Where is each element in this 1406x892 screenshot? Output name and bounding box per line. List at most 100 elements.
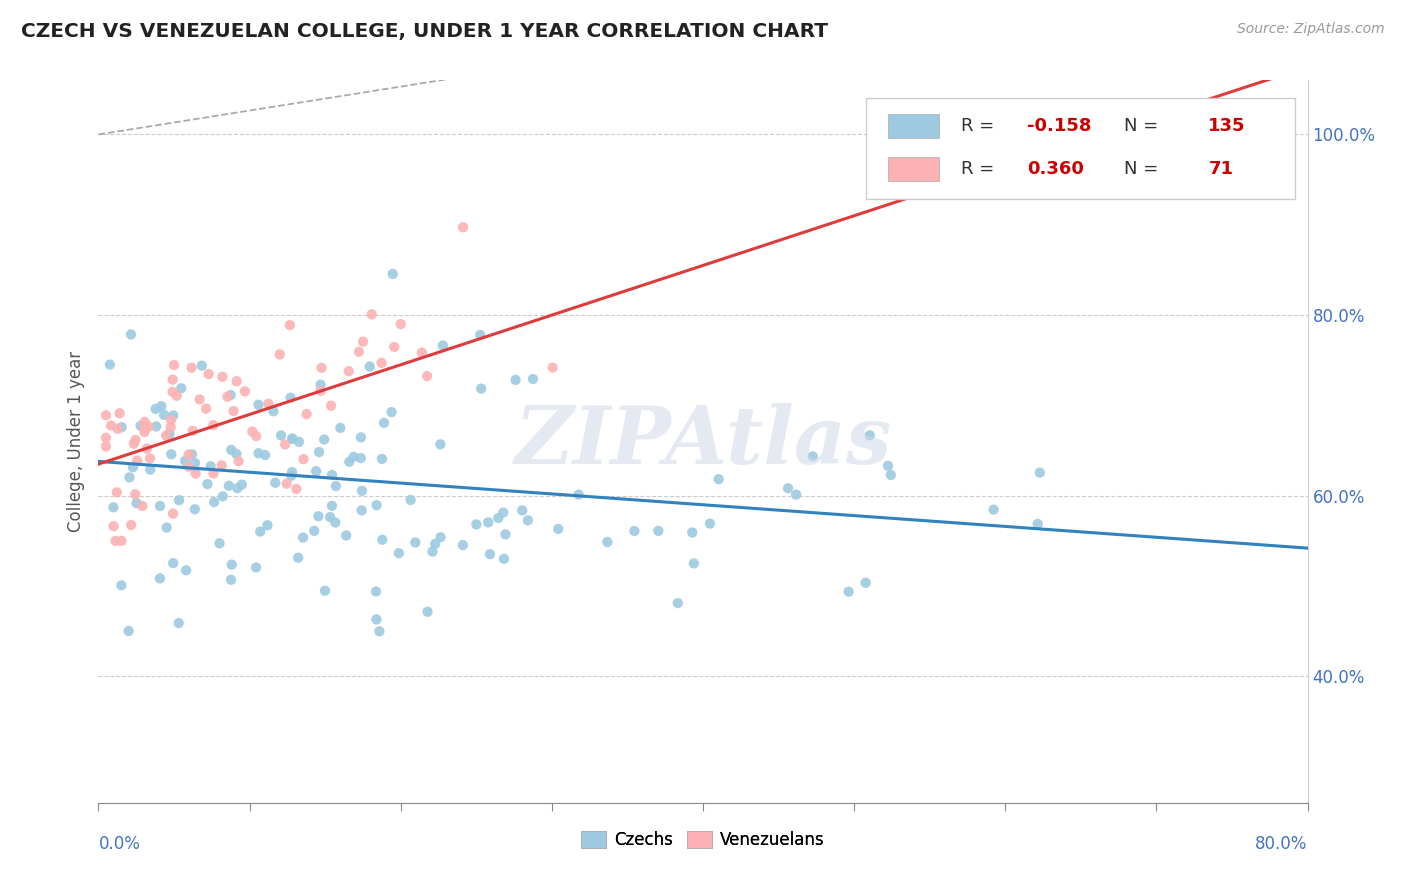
Point: [208, 536, 231, 550]
Point: [134, 415, 156, 429]
Point: [776, 481, 799, 495]
Point: [337, 455, 360, 469]
Point: [425, 537, 447, 551]
Point: [166, 389, 188, 403]
Point: [470, 328, 492, 343]
Point: [309, 384, 332, 398]
Text: 135: 135: [1208, 117, 1246, 135]
Point: [311, 360, 333, 375]
Point: [225, 374, 247, 388]
Point: [108, 406, 131, 420]
Point: [191, 359, 214, 373]
Point: [262, 404, 284, 418]
Point: [162, 556, 184, 570]
Point: [292, 531, 315, 545]
Point: [150, 399, 173, 413]
Point: [197, 367, 219, 381]
Point: [103, 519, 125, 533]
Point: [547, 522, 569, 536]
Text: N =: N =: [1123, 117, 1164, 135]
Point: [292, 452, 315, 467]
FancyBboxPatch shape: [866, 98, 1295, 200]
Point: [281, 465, 304, 479]
Point: [281, 432, 304, 446]
Point: [184, 467, 207, 481]
Point: [432, 338, 454, 352]
Point: [202, 467, 225, 481]
Point: [451, 220, 474, 235]
Point: [516, 513, 538, 527]
Point: [219, 442, 242, 457]
Point: [478, 547, 501, 561]
Point: [270, 428, 292, 442]
FancyBboxPatch shape: [889, 157, 939, 181]
Point: [352, 334, 374, 349]
Point: [451, 538, 474, 552]
Point: [321, 499, 343, 513]
Point: [280, 391, 302, 405]
Point: [399, 493, 422, 508]
Point: [801, 450, 824, 464]
Point: [276, 476, 298, 491]
Point: [245, 560, 267, 574]
Point: [256, 518, 278, 533]
Point: [302, 524, 325, 538]
Point: [125, 496, 148, 510]
Point: [162, 373, 184, 387]
Point: [321, 467, 343, 482]
Point: [233, 384, 256, 399]
Point: [350, 430, 373, 444]
Text: 0.0%: 0.0%: [98, 835, 141, 854]
Legend: Czechs, Venezuelans: Czechs, Venezuelans: [575, 824, 831, 856]
Point: [269, 347, 291, 361]
Point: [139, 451, 162, 466]
Point: [319, 510, 342, 524]
Point: [371, 451, 394, 466]
Point: [288, 434, 311, 449]
Point: [94, 431, 117, 445]
Point: [149, 499, 172, 513]
Text: CZECH VS VENEZUELAN COLLEGE, UNDER 1 YEAR CORRELATION CHART: CZECH VS VENEZUELAN COLLEGE, UNDER 1 YEA…: [21, 22, 828, 41]
Point: [699, 516, 721, 531]
Point: [134, 421, 156, 435]
Point: [465, 517, 488, 532]
Point: [249, 524, 271, 539]
Point: [381, 267, 404, 281]
Point: [683, 557, 706, 571]
Point: [217, 390, 239, 404]
Point: [359, 359, 381, 374]
Text: -0.158: -0.158: [1026, 117, 1091, 135]
Point: [373, 416, 395, 430]
Point: [366, 498, 388, 512]
Point: [153, 408, 176, 422]
Point: [305, 464, 328, 478]
Point: [314, 433, 336, 447]
Point: [219, 388, 242, 402]
Point: [477, 516, 499, 530]
Point: [105, 485, 128, 500]
FancyBboxPatch shape: [889, 114, 939, 137]
Point: [107, 422, 129, 436]
Text: R =: R =: [960, 117, 1000, 135]
Point: [124, 487, 146, 501]
Point: [100, 418, 122, 433]
Point: [492, 506, 515, 520]
Point: [880, 467, 903, 482]
Point: [371, 533, 394, 547]
Point: [681, 525, 703, 540]
Point: [1026, 516, 1049, 531]
Point: [785, 488, 807, 502]
Point: [429, 437, 451, 451]
Point: [325, 479, 347, 493]
Point: [347, 344, 370, 359]
Point: [163, 358, 186, 372]
Point: [522, 372, 544, 386]
Point: [388, 546, 411, 560]
Point: [180, 360, 202, 375]
Point: [264, 475, 287, 490]
Point: [350, 451, 373, 466]
Point: [156, 520, 179, 534]
Point: [486, 511, 509, 525]
Point: [174, 454, 197, 468]
Point: [145, 419, 167, 434]
